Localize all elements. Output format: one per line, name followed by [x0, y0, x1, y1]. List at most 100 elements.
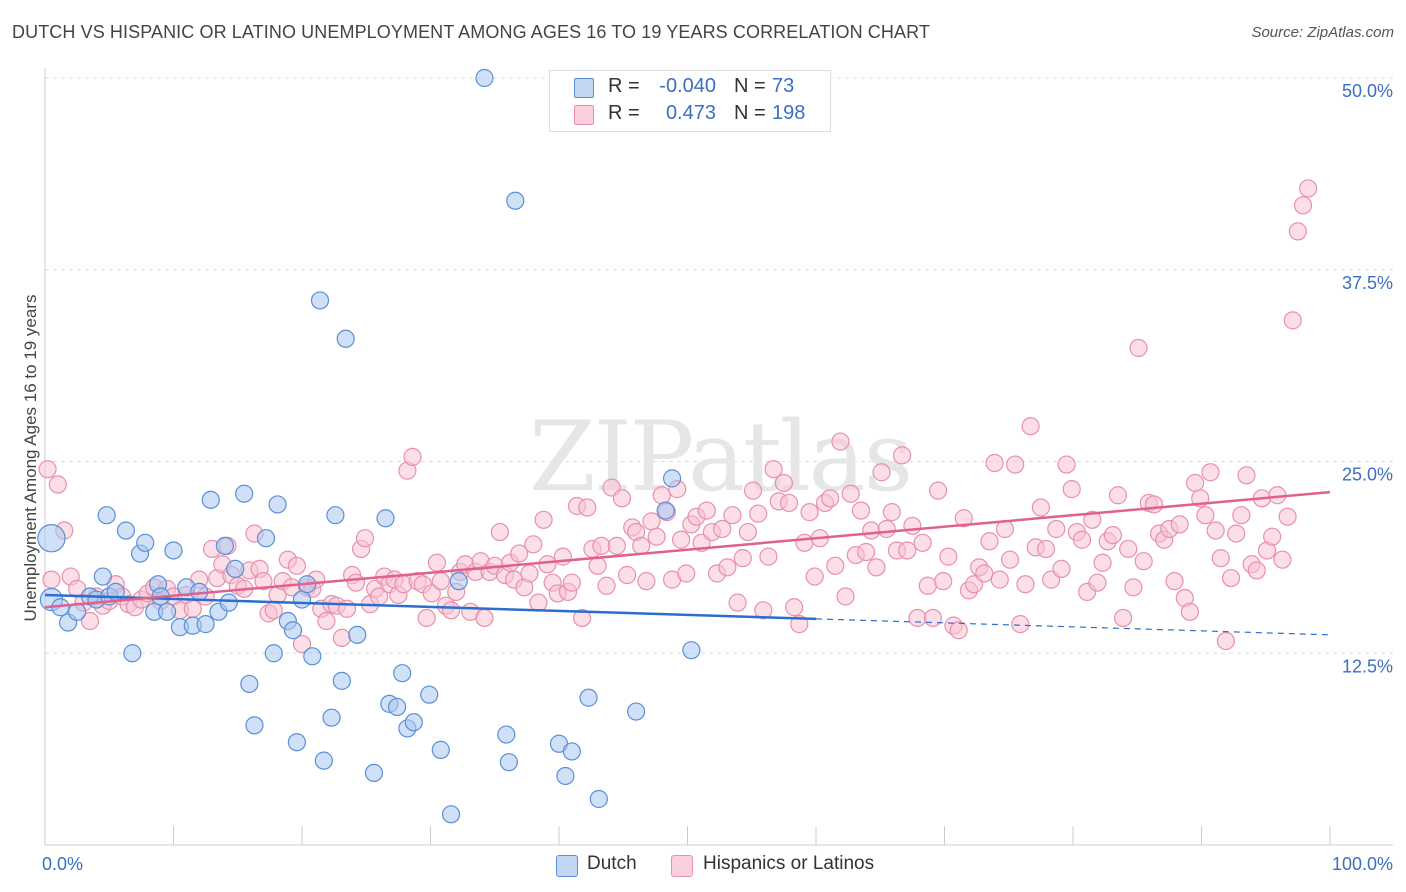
- hispanic-point: [759, 547, 778, 566]
- hispanic-point: [1000, 550, 1020, 569]
- dutch-point: [404, 713, 423, 732]
- hispanic-point: [1088, 573, 1107, 592]
- hispanic-point: [573, 608, 592, 628]
- dutch-point: [506, 191, 525, 210]
- hispanic-point: [1165, 572, 1184, 591]
- hispanic-point: [1124, 578, 1143, 597]
- dutch-point: [240, 674, 259, 694]
- hispanic-point: [1185, 473, 1205, 493]
- dutch-point: [376, 509, 395, 528]
- hispanic-point: [578, 498, 597, 517]
- dutch-point: [441, 805, 461, 824]
- hispanic-point: [38, 460, 57, 479]
- hispanic-point: [1047, 519, 1066, 539]
- hispanic-point: [872, 463, 891, 482]
- dutch-point: [579, 688, 598, 707]
- hispanic-point: [785, 598, 804, 617]
- legend-r-label: R =: [608, 75, 640, 97]
- hispanic-point: [510, 544, 529, 563]
- hispanic-point: [836, 587, 855, 606]
- hispanic-point: [642, 512, 661, 531]
- dutch-point: [310, 291, 330, 310]
- hispanic-point: [1237, 466, 1256, 485]
- hispanic-point: [592, 536, 611, 555]
- hispanic-point: [1119, 539, 1138, 559]
- stats-legend: R = -0.040 N = 73 R = 0.473 N = 198: [549, 70, 831, 132]
- hispanic-point: [851, 501, 871, 520]
- hispanic-point: [441, 601, 461, 620]
- legend-n-value: 198: [772, 102, 806, 124]
- hispanic-point: [738, 522, 757, 542]
- dutch-point: [97, 506, 116, 525]
- dutch-point: [336, 329, 355, 348]
- hispanic-point: [918, 576, 937, 595]
- hispanic-points: [38, 179, 1318, 654]
- dutch-point: [303, 647, 322, 666]
- hispanic-point: [475, 608, 494, 628]
- dutch-point: [387, 697, 407, 717]
- hispanic-point: [743, 481, 763, 500]
- hispanic-point: [417, 608, 436, 628]
- dutch-point: [37, 524, 66, 553]
- hispanic-point: [524, 535, 543, 554]
- chart-title: DUTCH VS HISPANIC OR LATINO UNEMPLOYMENT…: [12, 22, 930, 42]
- hispanic-point: [1196, 506, 1215, 525]
- dutch-point: [164, 541, 183, 560]
- hispanic-point: [1103, 526, 1122, 545]
- hispanic-point: [697, 501, 716, 520]
- hispanic-point: [607, 536, 626, 555]
- bottom-legend-hispanic-swatch: [671, 855, 693, 877]
- y-tick-label: 25.0%: [1342, 465, 1393, 485]
- hispanic-point: [520, 564, 539, 583]
- dutch-point: [556, 766, 575, 786]
- hispanic-point: [287, 556, 306, 575]
- hispanic-point: [718, 558, 737, 577]
- y-tick-label: 12.5%: [1342, 656, 1393, 676]
- trend-layer: [44, 490, 1331, 636]
- hispanic-point: [332, 628, 351, 648]
- hispanic-point: [867, 558, 886, 577]
- y-tick-label: 37.5%: [1342, 273, 1393, 293]
- hispanic-point: [1057, 455, 1076, 474]
- hispanic-point: [831, 432, 850, 451]
- hispanic-point: [42, 570, 61, 589]
- dutch-point: [123, 644, 142, 663]
- hispanic-point: [431, 572, 450, 591]
- hispanic-point: [790, 615, 809, 634]
- dutch-trend-line: [44, 593, 817, 621]
- dutch-point: [562, 742, 581, 761]
- dutch-point: [662, 469, 682, 488]
- dutch-point: [348, 625, 367, 644]
- dutch-point: [449, 572, 468, 591]
- hispanic-point: [903, 516, 922, 536]
- hispanic-point: [1062, 480, 1081, 499]
- hispanic-point: [1031, 498, 1050, 517]
- hispanic-point: [647, 527, 666, 546]
- dutch-point: [326, 506, 345, 525]
- hispanic-point: [403, 447, 422, 466]
- hispanic-point: [1011, 615, 1030, 634]
- hispanic-point: [1283, 311, 1302, 330]
- hispanic-point: [1299, 179, 1318, 198]
- bottom-legend-dutch: Dutch: [587, 853, 637, 874]
- hispanic-point: [826, 556, 845, 575]
- legend-n-label: N =: [734, 102, 766, 124]
- dutch-point: [682, 641, 701, 660]
- dutch-point: [322, 708, 341, 727]
- hispanic-point: [618, 565, 637, 585]
- hispanic-point: [800, 503, 819, 522]
- hispanic-point: [254, 572, 273, 591]
- hispanic-point: [934, 572, 953, 591]
- hispanic-point: [292, 634, 312, 654]
- hispanic-point: [538, 555, 557, 574]
- hispanic-point: [898, 541, 917, 560]
- hispanic-point: [1144, 495, 1164, 514]
- hispanic-point: [1221, 568, 1241, 588]
- x-tick-label: 0.0%: [42, 854, 83, 874]
- hispanic-point: [1114, 608, 1133, 628]
- hispanic-point: [779, 493, 799, 513]
- dutch-point: [235, 484, 254, 503]
- dutch-point: [475, 68, 494, 88]
- hispanic-point: [1016, 575, 1035, 594]
- hispanic-point: [612, 489, 632, 508]
